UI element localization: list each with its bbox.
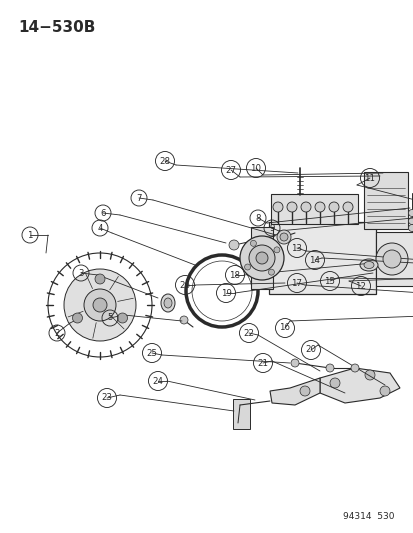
Circle shape xyxy=(244,264,250,270)
Circle shape xyxy=(228,240,238,250)
Circle shape xyxy=(375,243,407,275)
Circle shape xyxy=(248,245,274,271)
Circle shape xyxy=(325,364,333,372)
Text: 94314  530: 94314 530 xyxy=(343,512,394,521)
Text: 28: 28 xyxy=(159,157,170,166)
Circle shape xyxy=(255,252,267,264)
Text: 2: 2 xyxy=(54,328,59,337)
Circle shape xyxy=(276,230,290,244)
Circle shape xyxy=(379,386,389,396)
Circle shape xyxy=(408,224,413,231)
Text: 4: 4 xyxy=(97,223,102,232)
Circle shape xyxy=(250,240,256,246)
Circle shape xyxy=(117,313,127,323)
Ellipse shape xyxy=(161,294,175,312)
Circle shape xyxy=(95,274,105,284)
Circle shape xyxy=(240,236,283,280)
Ellipse shape xyxy=(363,262,373,269)
FancyBboxPatch shape xyxy=(271,194,357,224)
Text: 5: 5 xyxy=(107,313,112,322)
Circle shape xyxy=(382,250,400,268)
Circle shape xyxy=(72,313,82,323)
Ellipse shape xyxy=(164,298,171,308)
Text: 7: 7 xyxy=(136,193,141,203)
Circle shape xyxy=(268,269,274,275)
Text: 23: 23 xyxy=(101,393,112,402)
Text: 10: 10 xyxy=(250,164,261,173)
FancyBboxPatch shape xyxy=(363,172,407,229)
Circle shape xyxy=(408,217,413,224)
Text: 8: 8 xyxy=(255,214,260,222)
Circle shape xyxy=(286,202,296,212)
Circle shape xyxy=(350,364,358,372)
Text: 17: 17 xyxy=(291,279,302,287)
Text: 14: 14 xyxy=(309,255,320,264)
Circle shape xyxy=(364,370,374,380)
Circle shape xyxy=(300,202,310,212)
Text: 13: 13 xyxy=(291,244,302,253)
Text: 20: 20 xyxy=(305,345,316,354)
Text: 12: 12 xyxy=(355,281,366,290)
Text: 3: 3 xyxy=(78,269,83,278)
Circle shape xyxy=(314,202,324,212)
Circle shape xyxy=(180,316,188,324)
FancyBboxPatch shape xyxy=(233,399,249,429)
Text: 1: 1 xyxy=(27,230,33,239)
Text: 6: 6 xyxy=(100,208,105,217)
Text: 21: 21 xyxy=(257,359,268,367)
Text: 19: 19 xyxy=(220,288,231,297)
Text: 22: 22 xyxy=(243,328,254,337)
Circle shape xyxy=(93,298,107,312)
Text: 16: 16 xyxy=(279,324,290,333)
Text: 15: 15 xyxy=(324,277,335,286)
Text: 14−530B: 14−530B xyxy=(18,20,95,35)
Circle shape xyxy=(272,202,282,212)
Text: 26: 26 xyxy=(179,280,190,289)
FancyBboxPatch shape xyxy=(375,232,413,286)
FancyBboxPatch shape xyxy=(268,222,375,294)
Text: 27: 27 xyxy=(225,166,236,174)
Circle shape xyxy=(329,378,339,388)
Text: 18: 18 xyxy=(229,271,240,279)
FancyBboxPatch shape xyxy=(250,227,272,289)
Circle shape xyxy=(342,202,352,212)
Text: 25: 25 xyxy=(146,349,157,358)
Circle shape xyxy=(273,247,279,253)
Polygon shape xyxy=(319,368,399,403)
Ellipse shape xyxy=(359,259,377,271)
Circle shape xyxy=(408,209,413,216)
Text: 11: 11 xyxy=(363,174,375,182)
Polygon shape xyxy=(269,378,319,405)
Text: 9: 9 xyxy=(269,223,274,232)
Circle shape xyxy=(328,202,338,212)
Circle shape xyxy=(299,386,309,396)
Circle shape xyxy=(290,359,298,367)
Circle shape xyxy=(279,233,287,241)
Circle shape xyxy=(64,269,136,341)
Text: 24: 24 xyxy=(152,376,163,385)
Circle shape xyxy=(84,289,116,321)
